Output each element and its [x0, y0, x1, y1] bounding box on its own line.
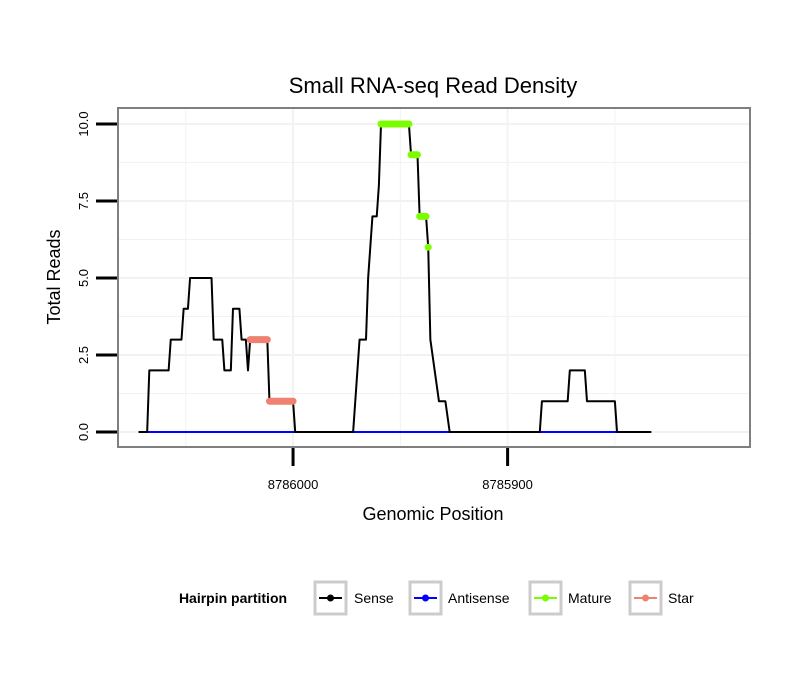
legend-item-sense: Sense [313, 580, 394, 616]
y-axis-title: Total Reads [44, 229, 64, 324]
legend-item-antisense: Antisense [408, 580, 510, 616]
legend-title: Hairpin partition [179, 590, 287, 606]
legend-label: Antisense [448, 590, 510, 606]
legend-label: Sense [354, 590, 394, 606]
legend-key-point [327, 594, 334, 602]
y-tick-label: 0.0 [76, 423, 91, 441]
legend: Hairpin partition Sense Antisense Mature St… [179, 580, 694, 616]
legend-key-point [542, 594, 549, 602]
x-axis: 8786000 8785900 [268, 448, 533, 492]
series-layer [138, 120, 652, 433]
y-tick-label: 2.5 [76, 346, 91, 364]
legend-item-mature: Mature [528, 580, 612, 616]
legend-label: Mature [568, 590, 612, 606]
y-tick-label: 7.5 [76, 192, 91, 210]
y-tick-label: 10.0 [76, 111, 91, 136]
legend-key-point [642, 594, 649, 602]
x-tick-label: 8785900 [482, 477, 533, 492]
plot-panel: 0.0 2.5 5.0 7.5 10.0 8786000 8785900 [76, 107, 751, 492]
legend-key-point [422, 594, 429, 602]
series-line-sense [138, 123, 652, 433]
legend-item-star: Star [628, 580, 694, 616]
x-tick-label: 8786000 [268, 477, 319, 492]
series-point-mature [424, 243, 432, 251]
y-axis: 0.0 2.5 5.0 7.5 10.0 [76, 111, 117, 441]
y-tick-label: 5.0 [76, 269, 91, 287]
legend-label: Star [668, 590, 694, 606]
chart-title: Small RNA-seq Read Density [289, 73, 578, 98]
x-axis-title: Genomic Position [362, 504, 503, 524]
